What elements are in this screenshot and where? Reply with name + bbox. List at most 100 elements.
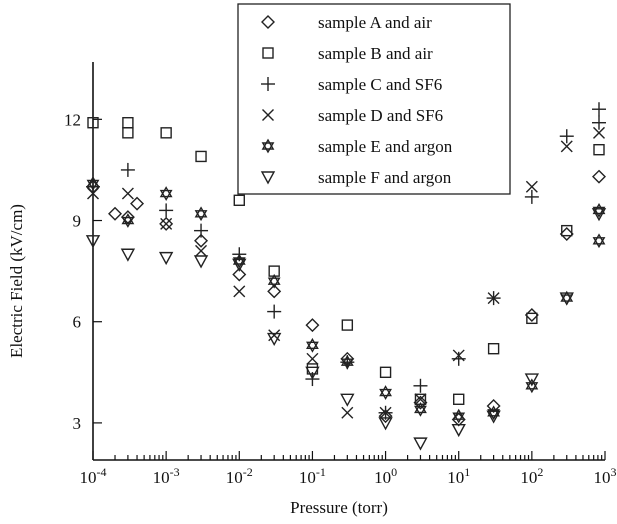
data-point [87,117,99,129]
data-point [559,227,574,242]
series-4 [87,126,605,419]
data-point [233,194,245,206]
data-point [486,410,501,424]
legend-marker [261,15,275,29]
x-tick-label: 102 [520,465,543,487]
data-point [453,393,465,405]
legend-item: sample A and air [261,13,432,32]
data-point [379,366,392,379]
data-point [413,437,428,451]
x-tick-label: 10-2 [226,465,253,487]
data-point [122,117,134,129]
legend-item: sample F and argon [260,168,452,187]
legend-marker [261,77,275,91]
data-point [160,217,173,230]
data-point [559,129,574,144]
data-point [232,258,247,272]
x-tick-label: 10-1 [299,465,326,487]
x-tick-label: 103 [594,465,617,487]
data-point [159,186,173,201]
data-point [340,393,355,407]
data-point [130,196,145,211]
data-point [85,235,101,249]
data-point [267,284,282,299]
legend-label: sample A and air [318,13,432,32]
series-2 [87,117,605,405]
x-tick-label: 101 [447,465,470,487]
legend-item: sample B and air [262,44,433,63]
data-point [268,329,281,342]
y-tick-label: 12 [64,110,81,129]
data-point [267,273,281,289]
data-point [306,352,319,365]
data-point [526,312,538,325]
data-point [487,292,500,305]
data-point [108,206,123,221]
legend-item: sample E and argon [261,137,453,156]
data-point [379,385,392,400]
data-point [159,216,174,231]
series-6 [85,208,607,451]
data-point [452,408,466,424]
data-point [592,233,606,249]
data-point [305,318,320,333]
data-point [452,349,465,362]
data-point [233,285,246,298]
x-axis-title: Pressure (torr) [290,498,388,517]
y-axis-ticks: 3 6 9 12 [64,110,102,433]
data-point [120,248,136,262]
y-axis-title: Electric Field (kV/cm) [7,204,26,358]
legend-marker [262,47,274,59]
data-point [120,162,135,177]
data-point [195,150,207,163]
data-point [451,423,466,438]
data-point [486,399,501,414]
data-point [413,378,428,393]
legend: sample A and air sample B and air sample C… [237,3,511,195]
data-point [194,206,208,222]
data-point [451,351,466,366]
x-axis-ticks: 10-4 10-3 10-2 10-1 100 101 102 103 [80,451,617,487]
data-point [379,406,392,419]
data-point [561,224,573,237]
legend-marker [260,171,276,185]
data-point [414,402,427,417]
data-point [378,417,393,431]
data-point [524,373,540,387]
data-point [121,213,135,228]
legend-marker [262,109,274,121]
data-point [195,244,208,257]
data-point [267,304,282,319]
data-point [160,127,172,139]
data-point [267,332,282,347]
data-point [413,395,428,410]
data-point [592,203,606,218]
data-point [560,140,573,153]
data-point [193,255,209,269]
legend-label: sample D and SF6 [318,106,443,125]
data-point [591,208,607,222]
legend-label: sample B and air [318,44,433,63]
data-point [525,180,538,193]
legend-item: sample D and SF6 [262,106,443,125]
legend-label: sample F and argon [318,168,452,187]
legend-box [237,3,511,195]
y-tick-label: 9 [73,212,82,231]
data-point [305,366,320,380]
data-point [194,223,209,238]
legend-marker [261,138,275,154]
x-tick-label: 10-4 [80,465,107,487]
data-point [341,406,354,419]
x-tick-label: 10-3 [153,465,180,487]
series-5 [86,176,606,424]
data-point [87,187,99,200]
data-point [592,169,606,184]
data-point [122,127,134,139]
data-point [341,319,354,331]
data-point [194,233,209,248]
data-point [524,307,539,322]
data-point [306,337,319,353]
data-point [340,354,354,370]
data-point [414,393,427,406]
